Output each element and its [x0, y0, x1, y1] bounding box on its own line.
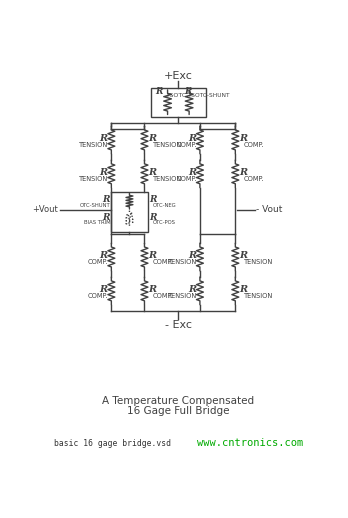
Text: R: R: [184, 87, 192, 96]
Text: COMP.: COMP.: [153, 260, 174, 265]
Text: R: R: [149, 195, 157, 204]
Text: TENSION: TENSION: [79, 176, 108, 182]
Text: TENSION: TENSION: [168, 260, 197, 265]
Text: R: R: [156, 87, 163, 96]
Text: COMP.: COMP.: [176, 176, 197, 182]
Text: A Temperature Compensated: A Temperature Compensated: [102, 396, 254, 406]
Text: TENSION: TENSION: [153, 142, 182, 148]
Text: 16 Gage Full Bridge: 16 Gage Full Bridge: [127, 406, 230, 416]
Text: - Vout: - Vout: [256, 205, 283, 214]
Text: TENSION: TENSION: [168, 293, 197, 299]
Text: R: R: [100, 134, 108, 143]
Text: TENSION: TENSION: [153, 176, 182, 182]
Text: - Exc: - Exc: [165, 320, 192, 330]
Text: FSOTC: FSOTC: [167, 93, 187, 98]
Text: R: R: [149, 212, 157, 222]
Text: R: R: [102, 212, 110, 222]
Text: COMP.: COMP.: [153, 293, 174, 299]
Text: R: R: [239, 134, 247, 143]
Text: R: R: [148, 134, 157, 143]
Text: COMP.: COMP.: [88, 260, 108, 265]
Text: R: R: [148, 168, 157, 177]
Text: TENSION: TENSION: [79, 142, 108, 148]
Text: COMP.: COMP.: [244, 142, 264, 148]
Bar: [111, 192, 148, 232]
Text: COMP.: COMP.: [244, 176, 264, 182]
Text: +Exc: +Exc: [164, 71, 193, 81]
Text: R: R: [239, 285, 247, 294]
Text: COMP.: COMP.: [88, 293, 108, 299]
Text: R: R: [102, 195, 110, 204]
Text: R: R: [188, 168, 196, 177]
Text: R: R: [188, 285, 196, 294]
Text: +Vout: +Vout: [32, 205, 58, 214]
Text: R: R: [100, 285, 108, 294]
Text: OTC-SHUNT: OTC-SHUNT: [80, 203, 111, 208]
Text: COMP.: COMP.: [176, 142, 197, 148]
Text: TENSION: TENSION: [244, 260, 273, 265]
Text: R: R: [188, 134, 196, 143]
Text: BIAS TRIM: BIAS TRIM: [84, 220, 111, 225]
Text: basic 16 gage bridge.vsd: basic 16 gage bridge.vsd: [54, 439, 171, 448]
Text: OTC-NEG: OTC-NEG: [153, 203, 176, 208]
Text: R: R: [239, 168, 247, 177]
Text: R: R: [100, 168, 108, 177]
Text: R: R: [239, 251, 247, 260]
Text: www.cntronics.com: www.cntronics.com: [197, 438, 303, 448]
Text: R: R: [148, 285, 157, 294]
Bar: [151, 88, 206, 117]
Text: R: R: [188, 251, 196, 260]
Text: TENSION: TENSION: [244, 293, 273, 299]
Text: OTC-POS: OTC-POS: [153, 220, 176, 225]
Text: FSOTC-SHUNT: FSOTC-SHUNT: [188, 93, 230, 98]
Text: R: R: [148, 251, 157, 260]
Text: R: R: [100, 251, 108, 260]
